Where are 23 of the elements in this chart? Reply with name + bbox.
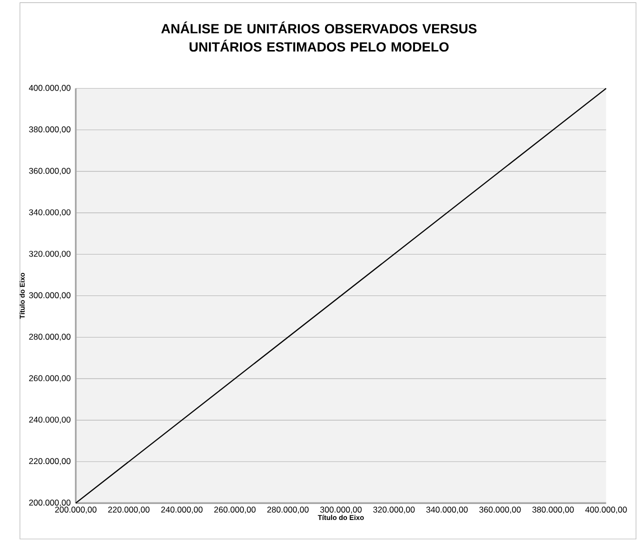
x-tick-label: 300.000,00 bbox=[320, 506, 362, 514]
x-tick-label: 400.000,00 bbox=[585, 506, 627, 514]
y-tick-label: 220.000,00 bbox=[29, 458, 70, 466]
y-tick-label: 300.000,00 bbox=[29, 292, 70, 300]
x-tick-label: 380.000,00 bbox=[532, 506, 574, 514]
y-tick-label: 260.000,00 bbox=[29, 375, 70, 382]
y-tick-label: 360.000,00 bbox=[29, 168, 70, 175]
y-tick-label: 240.000,00 bbox=[29, 416, 70, 424]
x-tick-label: 320.000,00 bbox=[373, 506, 415, 514]
x-tick-label: 360.000,00 bbox=[479, 506, 521, 514]
x-tick-label: 340.000,00 bbox=[426, 506, 468, 514]
x-tick-label: 260.000,00 bbox=[214, 506, 256, 514]
y-tick-label: 400.000,00 bbox=[28, 84, 70, 92]
x-tick-label: 240.000,00 bbox=[161, 506, 203, 514]
x-tick-label: 200.000,00 bbox=[55, 506, 96, 514]
x-tick-label: 220.000,00 bbox=[108, 506, 150, 514]
y-tick-label: 280.000,00 bbox=[29, 334, 70, 341]
chart-title: ANÁLISE DE UNITÁRIOS OBSERVADOS VERSUS UNITÁRIOS ESTIMADOS PELO MODELO bbox=[161, 21, 477, 52]
y-tick-label: 380.000,00 bbox=[29, 126, 70, 134]
y-tick-label: 320.000,00 bbox=[29, 250, 70, 258]
y-tick-label: 200.000,00 bbox=[29, 500, 70, 507]
y-tick-label: 340.000,00 bbox=[29, 209, 70, 216]
x-tick-label: 280.000,00 bbox=[267, 506, 309, 514]
